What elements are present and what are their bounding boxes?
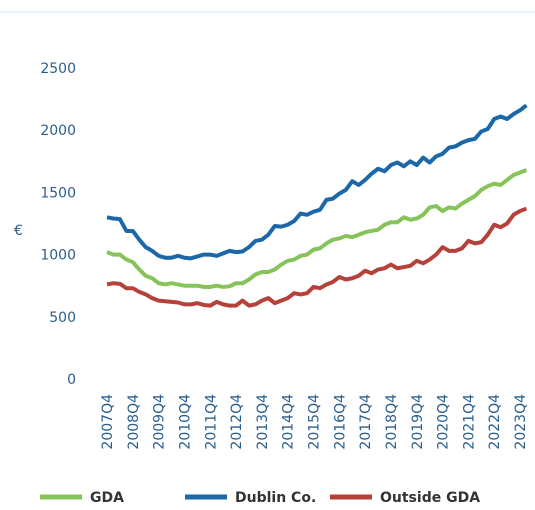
x-tick-label: 2007Q4 <box>100 394 116 450</box>
legend-label: Outside GDA <box>380 490 480 506</box>
x-tick-label: 2012Q4 <box>229 394 245 450</box>
y-tick-label: 1000 <box>40 248 76 264</box>
x-tick-label: 2018Q4 <box>384 394 400 450</box>
x-tick-label: 2015Q4 <box>307 394 323 450</box>
y-tick-label: 2500 <box>40 61 76 77</box>
x-tick-label: 2009Q4 <box>152 394 168 450</box>
x-tick-label: 2008Q4 <box>126 394 142 450</box>
x-tick-label: 2022Q4 <box>487 394 503 450</box>
y-tick-label: 2000 <box>40 123 76 139</box>
x-tick-label: 2021Q4 <box>461 394 477 450</box>
series-line <box>106 206 528 308</box>
legend-label: GDA <box>90 490 124 506</box>
y-tick-label: 500 <box>49 310 76 326</box>
x-tick-label: 2010Q4 <box>177 394 193 450</box>
x-tick-label: 2017Q4 <box>358 394 374 450</box>
x-tick-label: 2020Q4 <box>436 394 452 450</box>
series-line <box>106 103 528 261</box>
x-tick-label: 2011Q4 <box>203 394 219 450</box>
x-tick-label: 2014Q4 <box>281 394 297 450</box>
x-tick-label: 2016Q4 <box>332 394 348 450</box>
y-tick-label: 0 <box>67 372 76 388</box>
series-line <box>106 168 528 289</box>
y-tick-label: 1500 <box>40 185 76 201</box>
x-tick-label: 2019Q4 <box>410 394 426 450</box>
x-tick-label: 2013Q4 <box>255 394 271 450</box>
y-axis-label: € <box>14 223 23 239</box>
x-tick-label: 2023Q4 <box>513 394 529 450</box>
legend-label: Dublin Co. <box>235 490 316 506</box>
